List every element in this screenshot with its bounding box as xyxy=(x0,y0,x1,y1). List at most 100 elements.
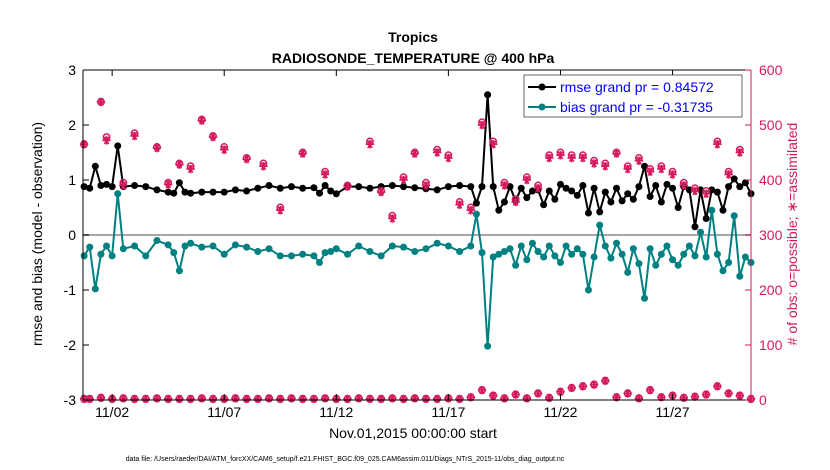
x-tick-label: 11/02 xyxy=(95,404,129,420)
y-left-tick-label: -1 xyxy=(64,282,77,298)
bias-point xyxy=(730,212,738,220)
rmse-point xyxy=(635,183,643,191)
obs-count-assimilated-point xyxy=(276,394,285,404)
obs-count-assimilated-point xyxy=(175,394,184,404)
obs-count-assimilated-point xyxy=(85,394,94,404)
bias-point xyxy=(287,252,295,260)
obs-assimilated-point xyxy=(365,140,375,149)
obs-assimilated-point xyxy=(276,206,285,215)
bias-point xyxy=(725,259,733,266)
obs-assimilated-point xyxy=(79,140,89,149)
bias-point xyxy=(91,285,99,293)
rmse-point xyxy=(209,188,217,196)
rmse-point xyxy=(142,183,150,191)
bias-point xyxy=(187,239,195,247)
obs-assimilated-point xyxy=(466,206,475,215)
obs-count-assimilated-point xyxy=(388,394,397,403)
obs-count-assimilated-point xyxy=(589,380,599,389)
bias-point xyxy=(579,250,587,258)
rmse-point xyxy=(108,183,116,191)
rmse-point xyxy=(674,204,682,211)
chart-title: Tropics xyxy=(388,29,438,45)
obs-assimilated-point xyxy=(668,170,677,179)
obs-assimilated-point xyxy=(713,140,722,149)
legend-box xyxy=(523,74,743,118)
obs-count-assimilated-point xyxy=(489,391,498,400)
legend-label-rmse: rmse grand pr = 0.84572 xyxy=(560,79,714,95)
rmse-point xyxy=(556,180,564,188)
bias-point xyxy=(545,242,553,250)
legend: rmse grand pr = 0.84572 bias grand pr = … xyxy=(523,74,743,118)
rmse-point xyxy=(187,189,195,197)
y-right-tick-label: 600 xyxy=(759,62,783,78)
obs-assimilated-point xyxy=(421,181,431,190)
bias-point xyxy=(601,242,609,250)
obs-count-assimilated-point xyxy=(701,390,711,399)
y-left-tick-label: 0 xyxy=(68,227,76,243)
obs-count-assimilated-point xyxy=(242,394,251,404)
obs-assimilated-point xyxy=(645,167,655,176)
bias-point xyxy=(697,228,705,236)
obs-assimilated-point xyxy=(298,149,307,158)
obs-count-assimilated-point xyxy=(186,394,195,404)
rmse-point xyxy=(231,186,239,194)
obs-count-assimilated-point xyxy=(399,394,408,404)
bias-point xyxy=(500,248,508,255)
rmse-point xyxy=(657,198,665,206)
rmse-point xyxy=(181,188,189,196)
rmse-point xyxy=(265,182,273,189)
bias-point xyxy=(618,250,626,258)
obs-count-assimilated-point xyxy=(713,382,722,391)
rmse-point xyxy=(596,208,604,216)
obs-assimilated-point xyxy=(556,151,565,160)
rmse-point xyxy=(444,183,452,191)
rmse-point xyxy=(646,193,654,200)
bias-point xyxy=(456,248,464,255)
bias-point xyxy=(584,286,592,294)
bias-point xyxy=(97,250,105,258)
obs-assimilated-point xyxy=(701,189,711,198)
rmse-point xyxy=(366,184,374,192)
obs-assimilated-point xyxy=(208,132,218,142)
bias-point xyxy=(175,267,183,275)
obs-assimilated-point xyxy=(432,148,442,157)
obs-assimilated-point xyxy=(477,120,487,130)
bias-point xyxy=(472,210,480,218)
bias-point xyxy=(596,221,604,229)
rmse-point xyxy=(500,198,508,206)
bias-point xyxy=(366,248,374,255)
obs-assimilated-point xyxy=(724,170,733,179)
rmse-point xyxy=(114,142,122,150)
rmse-point xyxy=(540,201,548,209)
obs-assimilated-point xyxy=(197,116,207,125)
obs-count-assimilated-point xyxy=(690,392,700,401)
obs-count-assimilated-point xyxy=(533,389,543,398)
obs-assimilated-point xyxy=(376,187,386,197)
rmse-point xyxy=(80,183,88,191)
rmse-point xyxy=(495,206,503,214)
x-tick-label: 11/07 xyxy=(207,404,241,420)
bias-point xyxy=(80,252,88,260)
y-right-tick-label: 300 xyxy=(759,227,783,243)
obs-assimilated-point xyxy=(96,97,106,107)
bias-point xyxy=(243,243,251,251)
bias-point xyxy=(590,253,598,261)
rmse-point xyxy=(220,188,228,196)
bias-point xyxy=(254,248,262,255)
obs-assimilated-point xyxy=(220,145,229,154)
bias-point xyxy=(310,252,318,260)
obs-assimilated-point xyxy=(399,175,408,185)
rmse-point xyxy=(702,215,710,222)
rmse-point xyxy=(725,183,733,191)
obs-count-assimilated-point xyxy=(130,394,139,404)
rmse-point xyxy=(332,190,340,198)
obs-assimilated-point xyxy=(533,184,543,193)
chart-subtitle: RADIOSONDE_TEMPERATURE @ 400 hPa xyxy=(272,50,555,66)
rmse-point xyxy=(528,187,536,195)
obs-count-assimilated-point xyxy=(511,390,520,399)
bias-point xyxy=(265,245,273,253)
obs-assimilated-point xyxy=(455,200,464,209)
bias-point xyxy=(103,242,111,250)
obs-assimilated-point xyxy=(186,164,195,174)
rmse-point xyxy=(310,184,318,192)
